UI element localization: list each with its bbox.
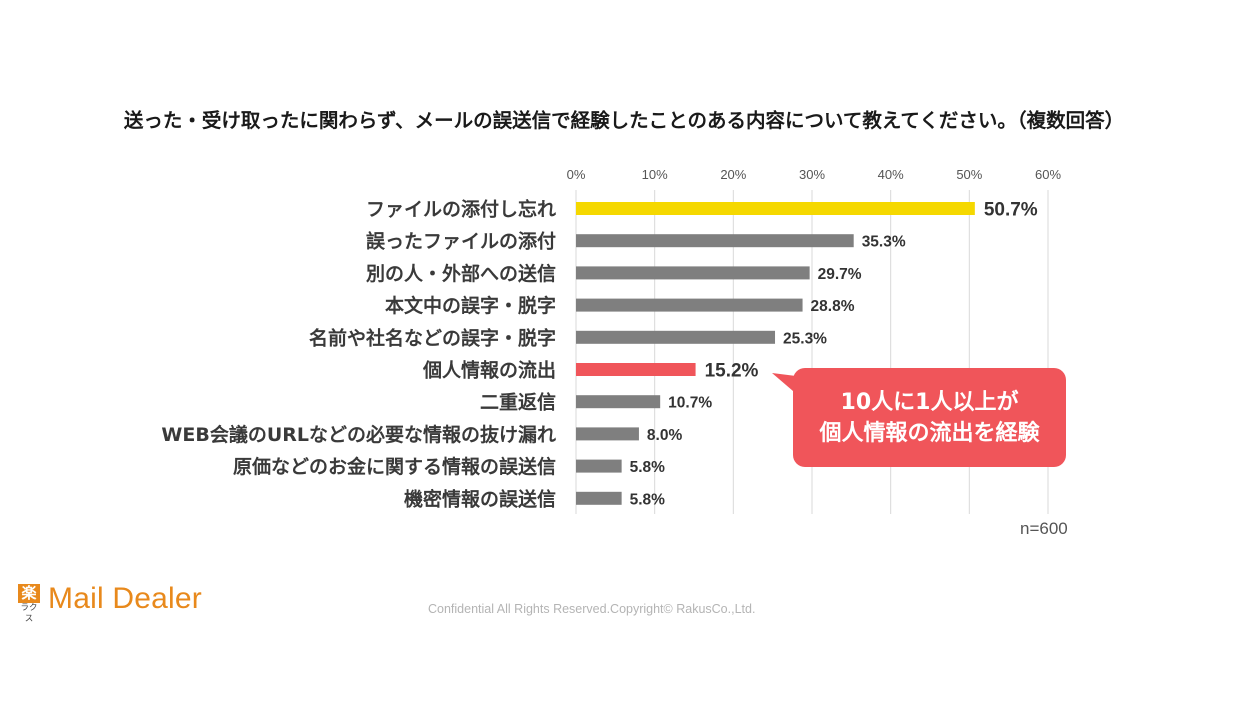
category-label: 本文中の誤字・脱字: [385, 294, 556, 317]
value-labels: 50.7% 35.3%29.7% 28.8% 25.3% 15.2% 10.7% 8.0% 5…: [630, 200, 1038, 509]
x-tick-label: 30%: [799, 167, 825, 182]
annotation-callout: 10人に1人以上が 個人情報の流出を経験: [793, 368, 1066, 467]
x-tick-label: 20%: [720, 167, 746, 182]
category-label: ファイルの添付し忘れ: [366, 198, 556, 221]
x-axis-ticks: 0% 10% 20% 30% 40% 50% 60%: [567, 167, 1062, 182]
value-label: 29.7%: [818, 266, 862, 283]
value-label: 8.0%: [647, 427, 683, 444]
sample-size-note: n=600: [1020, 519, 1068, 538]
bar: [576, 459, 622, 473]
value-label: 50.7%: [984, 200, 1038, 221]
bar: [576, 363, 696, 376]
logo-mark-kanji: 楽: [18, 584, 40, 603]
category-label: 名前や社名などの誤字・脱字: [309, 326, 556, 349]
category-label: 機密情報の誤送信: [404, 487, 556, 510]
category-label: WEB会議のURLなどの必要な情報の抜け漏れ: [161, 423, 556, 446]
x-tick-label: 40%: [878, 167, 904, 182]
value-label: 5.8%: [630, 459, 666, 476]
bar: [576, 298, 803, 312]
bar: [576, 266, 810, 280]
x-tick-label: 50%: [956, 167, 982, 182]
value-label: 15.2%: [705, 361, 759, 382]
bar: [576, 202, 975, 215]
value-label: 25.3%: [783, 330, 827, 347]
rakus-logo-mark: 楽 ラクス: [18, 584, 40, 624]
category-label: 原価などのお金に関する情報の誤送信: [233, 455, 556, 478]
x-tick-label: 10%: [642, 167, 668, 182]
category-label: 個人情報の流出: [422, 359, 556, 382]
bar: [576, 330, 776, 344]
logo-text: Mail Dealer: [48, 582, 202, 615]
callout-line-2: 個人情報の流出を経験: [819, 420, 1040, 446]
callout-line-1: 10人に1人以上が: [840, 389, 1019, 415]
value-label: 5.8%: [630, 491, 666, 508]
mail-dealer-logo: 楽 ラクス Mail Dealer: [18, 582, 202, 624]
value-label: 35.3%: [862, 234, 906, 251]
logo-mark-reading: ラクス: [20, 603, 38, 624]
category-label: 別の人・外部への送信: [366, 262, 556, 285]
bar: [576, 427, 639, 441]
bar: [576, 395, 661, 409]
category-label: 誤ったファイルの添付: [366, 230, 556, 253]
value-label: 28.8%: [811, 298, 855, 315]
category-label: 二重返信: [480, 391, 556, 414]
value-label: 10.7%: [668, 395, 712, 412]
x-tick-label: 60%: [1035, 167, 1061, 182]
bar: [576, 234, 854, 248]
copyright-notice: Confidential All Rights Reserved.Copyrig…: [428, 602, 756, 616]
chart-title: 送った・受け取ったに関わらず、メールの誤送信で経験したことのある内容について教え…: [123, 109, 1125, 132]
bars: [576, 202, 975, 505]
bar: [576, 491, 622, 505]
category-labels: ファイルの添付し忘れ誤ったファイルの添付別の人・外部への送信本文中の誤字・脱字名…: [161, 198, 556, 511]
x-tick-label: 0%: [567, 167, 586, 182]
